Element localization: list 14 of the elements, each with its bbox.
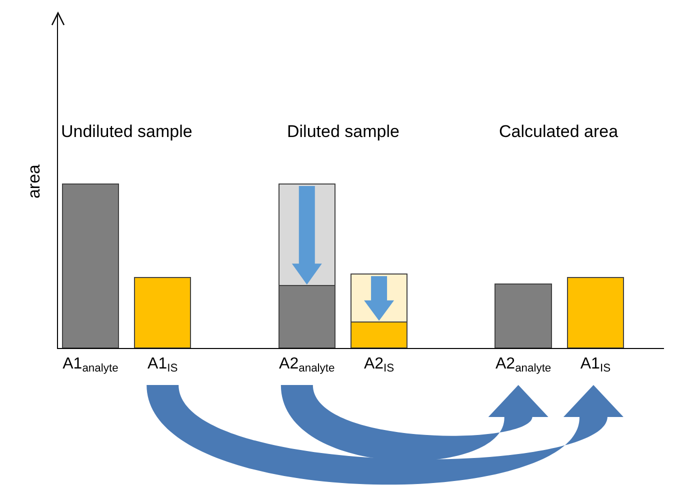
x-tick-label: A2$_{analyte}$ [279,355,335,375]
x-tick-label: A1$_{analyte}$ [62,355,118,375]
text: Undiluted sample [61,122,192,141]
x-tick-label: A2$_{IS}$ [364,355,394,375]
y-axis-title: area [24,164,44,199]
x-tick-label: A1$_{IS}$ [580,355,611,375]
x-tick-label: A1$_{IS}$ [148,355,178,375]
bar [566,276,624,348]
bar [62,183,120,348]
x-tick-label: A2$_{analyte}$ [495,355,552,375]
bar [134,276,192,348]
text: Calculated area [499,122,619,141]
bar [494,284,552,348]
text: Diluted sample [287,122,400,141]
